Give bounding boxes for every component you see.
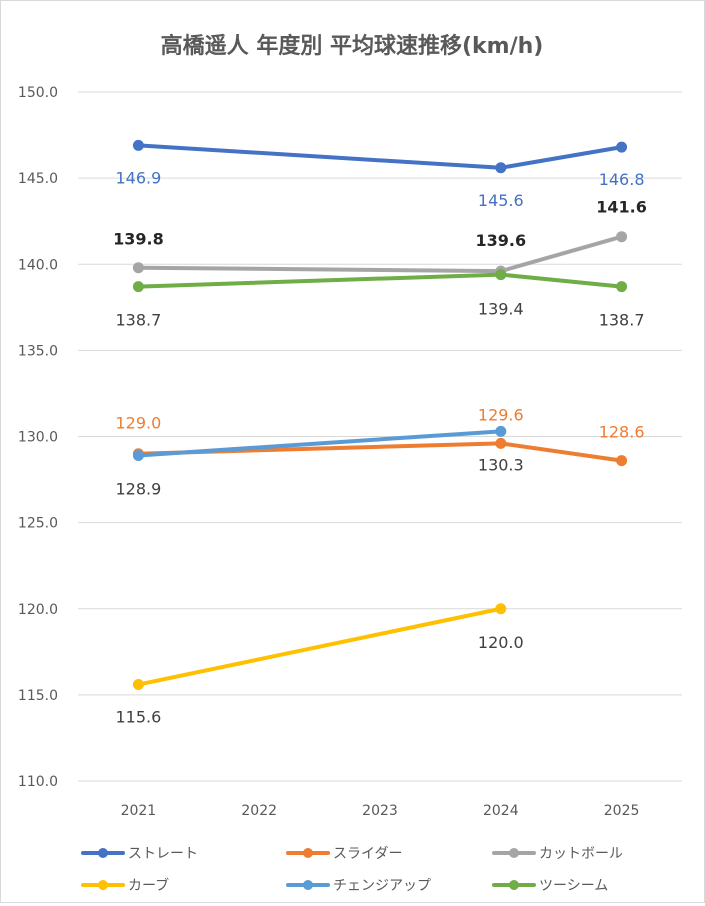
x-tick-label: 2023 [362,803,398,819]
legend-item: チェンジアップ [286,878,431,894]
x-tick-label: 2022 [241,803,277,819]
x-tick-label: 2025 [604,803,640,819]
data-label: 129.6 [478,405,524,424]
data-point [495,603,507,615]
data-point [132,679,144,691]
data-point [132,281,144,293]
x-tick-label: 2021 [121,803,157,819]
legend-label: スライダー [333,846,402,862]
legend-item: ストレート [81,846,198,862]
legend-item: カットボール [492,846,623,862]
data-point [132,449,144,461]
data-point [132,139,144,151]
legend-item: カーブ [81,877,169,894]
data-labels: 146.9 145.6 146.8 129.0 129.6 128.6 139.8 139.6… [113,168,647,726]
legend-swatch-marker [509,880,519,890]
data-label: 128.6 [599,423,645,442]
chart-title: 高橋遥人 年度別 平均球速推移(km/h) [161,33,544,59]
series-6 [132,269,628,293]
legend-swatch-marker [303,848,313,858]
y-tick-label: 135.0 [18,343,58,359]
y-tick-label: 110.0 [18,774,58,790]
data-label: 141.6 [596,198,647,217]
legend-swatch-marker [98,880,108,890]
data-label: 145.6 [478,191,524,210]
x-axis-tick-labels: 2021 2022 2023 2024 2025 [121,803,640,819]
y-tick-label: 115.0 [18,688,58,704]
series-line [136,234,624,274]
data-point [616,281,628,293]
data-point [616,141,628,153]
x-tick-label: 2024 [483,803,519,819]
data-label: 138.7 [115,311,161,330]
legend-item: スライダー [286,846,402,862]
data-label: 146.9 [115,168,161,187]
y-tick-label: 140.0 [18,257,58,273]
legend-label: ツーシーム [539,878,608,894]
legend-swatch-marker [509,848,519,858]
gridlines [78,91,682,782]
series-3 [132,231,628,277]
series-line [136,143,624,170]
y-axis-tick-labels: 110.0 115.0 120.0 125.0 130.0 135.0 140.0 145.0… [18,85,58,790]
data-point [495,425,507,437]
data-label: 130.3 [478,455,524,474]
y-tick-label: 150.0 [18,85,58,101]
series-1 [132,139,628,174]
series-line [136,272,624,289]
legend-label: ストレート [128,846,198,862]
data-label: 129.0 [115,414,161,433]
legend-label: カーブ [128,877,169,894]
legend-swatch-marker [98,848,108,858]
data-point [495,269,507,281]
data-label: 146.8 [599,170,645,189]
data-label: 139.8 [113,230,164,249]
series-line [136,606,503,687]
data-label: 120.0 [478,633,524,652]
series-line [136,429,503,458]
series-5 [132,425,507,461]
y-tick-label: 120.0 [18,602,58,618]
y-tick-label: 130.0 [18,430,58,446]
data-label: 139.6 [475,231,526,250]
y-tick-label: 145.0 [18,171,58,187]
data-point [495,162,507,174]
legend-label: カットボール [539,846,623,862]
data-label: 128.9 [115,479,161,498]
data-point [132,262,144,274]
data-label: 139.4 [478,300,524,319]
series-lines [132,139,628,691]
data-point [495,437,507,449]
series-4 [132,603,507,691]
y-tick-label: 125.0 [18,516,58,532]
legend-swatch-marker [303,880,313,890]
data-point [616,231,628,243]
data-point [616,455,628,467]
legend-item: ツーシーム [492,878,608,894]
legend-label: チェンジアップ [333,878,431,894]
data-label: 138.7 [599,311,645,330]
data-label: 115.6 [115,708,161,727]
